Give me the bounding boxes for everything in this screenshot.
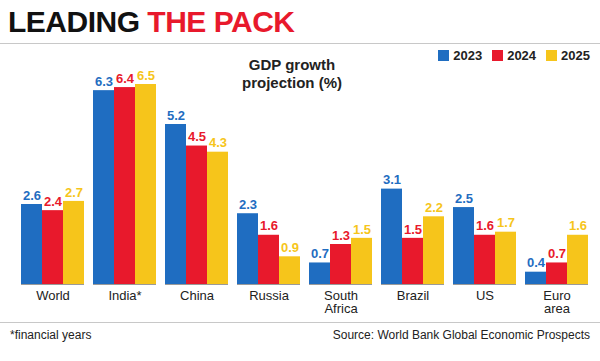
html-text:GDP growth projection (%): GDP growth projection (%): [242, 56, 342, 91]
svg-text:US: US: [476, 288, 494, 303]
svg-text:2.4: 2.4: [44, 194, 63, 209]
html-text:Source: World Bank Global Econ: Source: World Bank Global Economic Prosp…: [332, 328, 590, 342]
svg-text:1.7: 1.7: [497, 215, 515, 230]
svg-text:Brazil: Brazil: [397, 288, 430, 303]
svg-text:India*: India*: [108, 288, 141, 303]
svg-text:SouthAfrica: SouthAfrica: [324, 288, 358, 316]
svg-text:1.6: 1.6: [569, 218, 587, 233]
svg-text:2.3: 2.3: [239, 197, 257, 212]
svg-text:0.9: 0.9: [281, 240, 299, 255]
svg-text:World: World: [36, 288, 70, 303]
svg-text:6.5: 6.5: [137, 68, 155, 83]
svg-text:2.7: 2.7: [65, 185, 83, 200]
svg-text:4.3: 4.3: [209, 135, 227, 150]
svg-text:5.2: 5.2: [167, 108, 185, 123]
svg-text:0.7: 0.7: [548, 246, 566, 261]
svg-text:2.5: 2.5: [455, 191, 473, 206]
svg-text:6.3: 6.3: [95, 74, 113, 89]
svg-text:3.1: 3.1: [383, 172, 401, 187]
svg-text:6.4: 6.4: [116, 71, 135, 86]
svg-text:2.6: 2.6: [23, 188, 41, 203]
svg-text:1.5: 1.5: [353, 222, 371, 237]
svg-text:1.5: 1.5: [404, 222, 422, 237]
svg-text:2.2: 2.2: [425, 200, 443, 215]
svg-text:1.6: 1.6: [260, 218, 278, 233]
svg-text:0.4: 0.4: [527, 255, 546, 270]
svg-text:Russia: Russia: [249, 288, 290, 303]
html-text:2023: 2023: [453, 48, 483, 63]
html-text:LEADING THE PACK: LEADING THE PACK: [8, 5, 295, 38]
svg-text:China: China: [180, 288, 215, 303]
svg-text:1.3: 1.3: [332, 228, 350, 243]
svg-text:4.5: 4.5: [188, 129, 206, 144]
html-text:*financial years: *financial years: [10, 328, 92, 342]
svg-text:Euroarea: Euroarea: [543, 288, 571, 316]
svg-text:0.7: 0.7: [311, 246, 329, 261]
svg-text:1.6: 1.6: [476, 218, 494, 233]
html-text:2025: 2025: [561, 48, 590, 63]
html-text:2024: 2024: [507, 48, 537, 63]
